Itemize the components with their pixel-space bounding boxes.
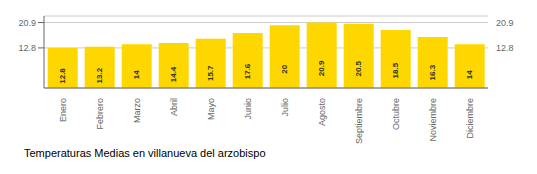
svg-text:Julio: Julio bbox=[280, 98, 290, 117]
svg-text:17.6: 17.6 bbox=[243, 63, 252, 79]
svg-text:12.8: 12.8 bbox=[58, 68, 67, 84]
svg-text:20: 20 bbox=[280, 64, 289, 73]
html-text:Temperaturas Medias en villanu: Temperaturas Medias en villanueva del ar… bbox=[24, 147, 266, 159]
svg-text:14: 14 bbox=[465, 70, 474, 79]
svg-text:Diciembre: Diciembre bbox=[465, 98, 475, 139]
svg-text:Febrero: Febrero bbox=[95, 98, 105, 130]
svg-text:16.3: 16.3 bbox=[428, 64, 437, 80]
svg-text:18.5: 18.5 bbox=[391, 62, 400, 78]
svg-text:15.7: 15.7 bbox=[206, 65, 215, 81]
svg-text:Noviembre: Noviembre bbox=[428, 98, 438, 142]
svg-text:20.9: 20.9 bbox=[496, 18, 514, 28]
svg-text:Marzo: Marzo bbox=[132, 98, 142, 123]
svg-text:Agosto: Agosto bbox=[317, 98, 327, 126]
svg-text:Enero: Enero bbox=[58, 98, 68, 122]
svg-text:12.8: 12.8 bbox=[496, 43, 514, 53]
svg-text:Octubre: Octubre bbox=[391, 98, 401, 130]
svg-text:Abril: Abril bbox=[169, 98, 179, 116]
svg-text:13.2: 13.2 bbox=[95, 67, 104, 83]
svg-text:14.4: 14.4 bbox=[169, 66, 178, 82]
svg-text:Junio: Junio bbox=[243, 98, 253, 120]
svg-text:12.8: 12.8 bbox=[18, 43, 36, 53]
svg-text:20.5: 20.5 bbox=[354, 60, 363, 76]
svg-text:20.9: 20.9 bbox=[18, 18, 36, 28]
svg-text:Mayo: Mayo bbox=[206, 98, 216, 120]
svg-text:20.9: 20.9 bbox=[317, 60, 326, 76]
svg-text:Septiembre: Septiembre bbox=[354, 98, 364, 144]
svg-text:14: 14 bbox=[132, 70, 141, 79]
